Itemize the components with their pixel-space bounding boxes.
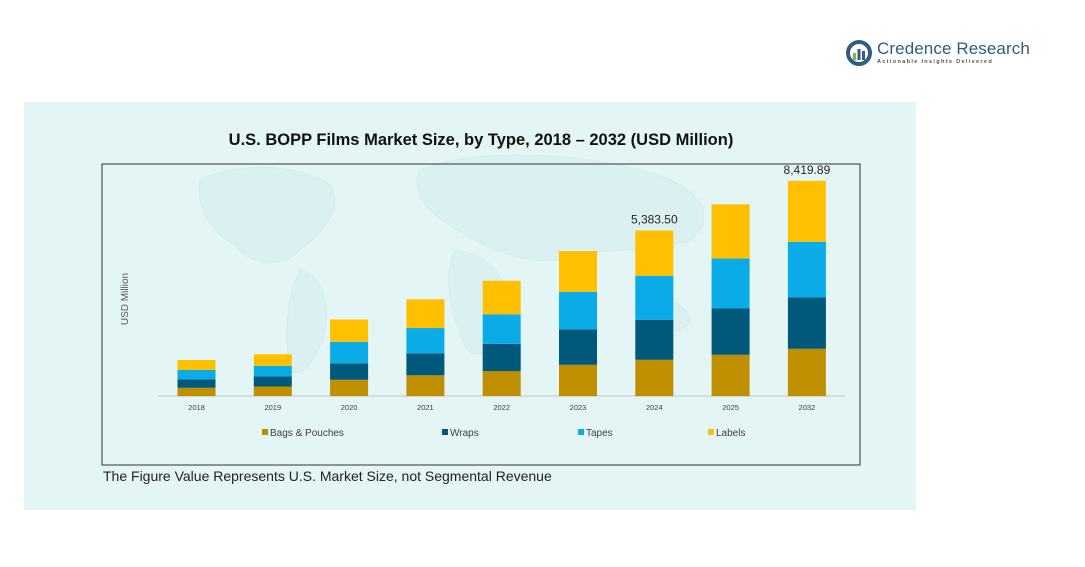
legend-label-bags-pouches: Bags & Pouches [270,428,344,439]
bar-labels-2025 [711,204,750,259]
bar-bags-pouches-2019 [253,386,292,396]
bar-wraps-2019 [253,376,292,387]
x-tick-2020: 2020 [341,403,358,412]
x-tick-2021: 2021 [417,403,434,412]
bar-bags-pouches-2023 [559,364,597,397]
bar-labels-2019 [253,354,292,366]
bar-bags-pouches-2018 [177,387,216,397]
bar-wraps-2020 [330,363,369,380]
legend-item-bags-pouches: Bags & Pouches [262,428,344,439]
bar-wraps-2018 [177,379,216,388]
bar-wraps-2023 [559,329,597,365]
data-label-2032: 8,419.89 [784,163,831,177]
data-label-2024: 5,383.50 [631,213,678,227]
bar-tapes-2022 [482,314,521,344]
bars-layer [177,180,826,397]
bar-bags-pouches-2025 [711,354,750,397]
legend-label-tapes: Tapes [586,428,613,439]
bar-bags-pouches-2021 [406,375,445,397]
bar-bags-pouches-2020 [330,379,369,397]
credence-logo-icon [846,40,872,66]
bar-tapes-2024 [635,275,674,320]
brand-logo: Credence Research Actionable Insights De… [846,40,1030,66]
bar-labels-2020 [330,319,369,342]
chart-footnote: The Figure Value Represents U.S. Market … [103,468,552,484]
bar-labels-2021 [406,299,445,329]
bar-labels-2032 [787,180,826,242]
legend-swatch-tapes [578,429,584,435]
bar-tapes-2020 [330,341,369,364]
legend: Bags & Pouches Wraps Tapes Labels [262,428,745,439]
bar-wraps-2022 [482,343,521,372]
brand-tagline: Actionable Insights Delivered [877,59,994,65]
x-tick-2032: 2032 [799,403,816,412]
bar-tapes-2018 [177,370,216,380]
x-tick-2025: 2025 [722,403,739,412]
x-tick-2024: 2024 [646,403,663,412]
bar-labels-2018 [177,360,216,370]
x-tick-2022: 2022 [493,403,510,412]
legend-label-wraps: Wraps [450,428,479,439]
legend-label-labels: Labels [716,428,745,439]
x-tick-2018: 2018 [188,403,205,412]
bar-labels-2022 [482,280,521,315]
brand-name: Credence Research [877,39,1030,58]
x-tick-2023: 2023 [570,403,587,412]
legend-swatch-labels [708,429,714,435]
bar-wraps-2021 [406,353,445,376]
bar-tapes-2021 [406,328,445,354]
chart-title: U.S. BOPP Films Market Size, by Type, 20… [228,131,734,149]
chart-panel [24,102,916,510]
x-tick-2019: 2019 [264,403,281,412]
legend-swatch-wraps [442,429,448,435]
bar-tapes-2032 [787,241,826,298]
bar-labels-2024 [635,230,674,276]
legend-item-labels: Labels [708,428,745,439]
bar-tapes-2025 [711,258,750,309]
world-map-watermark [198,154,705,373]
bar-tapes-2023 [559,291,597,330]
x-tick-labels: 2018 2019 2020 2021 2022 2023 2024 2025 2032 [188,403,815,412]
bar-wraps-2025 [711,308,750,355]
bar-bags-pouches-2024 [635,359,674,397]
legend-item-tapes: Tapes [578,428,613,439]
bar-bags-pouches-2022 [482,371,521,396]
legend-item-wraps: Wraps [442,428,479,439]
y-axis-label: USD Million [120,273,131,325]
bar-labels-2023 [559,251,597,292]
bar-wraps-2032 [787,297,826,349]
data-labels: 5,383.50 8,419.89 [631,163,831,227]
bar-wraps-2024 [635,319,674,360]
bar-tapes-2019 [253,365,292,377]
legend-swatch-bags-pouches [262,429,268,435]
chart-border [101,163,861,466]
bar-bags-pouches-2032 [787,348,826,397]
